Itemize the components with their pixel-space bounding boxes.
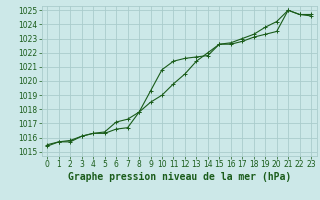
- X-axis label: Graphe pression niveau de la mer (hPa): Graphe pression niveau de la mer (hPa): [68, 172, 291, 182]
